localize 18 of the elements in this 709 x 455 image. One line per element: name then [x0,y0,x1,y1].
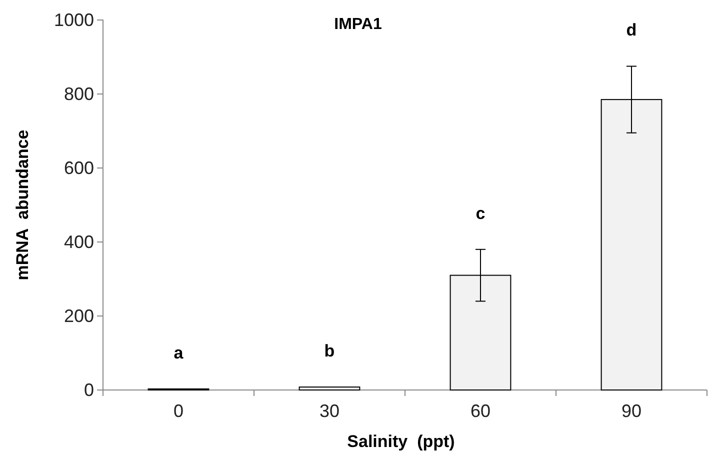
x-tick-label: 0 [173,400,184,421]
y-tick-label: 0 [84,380,94,400]
x-tick-label: 90 [621,400,642,421]
y-tick-label: 200 [64,306,94,326]
y-tick-label: 600 [64,158,94,178]
annotation: b [324,342,335,361]
y-tick-label: 1000 [54,10,94,30]
annotation: a [174,343,184,362]
annotation: c [476,204,486,223]
x-tick-label: 30 [319,400,340,421]
y-tick-label: 800 [64,84,94,104]
y-tick-label: 400 [64,232,94,252]
chart-title: IMPA1 [334,16,382,33]
x-axis-title: Salinity (ppt) [347,432,455,451]
annotation: d [626,20,637,40]
bar [298,386,360,390]
y-axis-title: mRNA abundance [13,130,32,280]
x-tick-label: 60 [470,400,491,421]
